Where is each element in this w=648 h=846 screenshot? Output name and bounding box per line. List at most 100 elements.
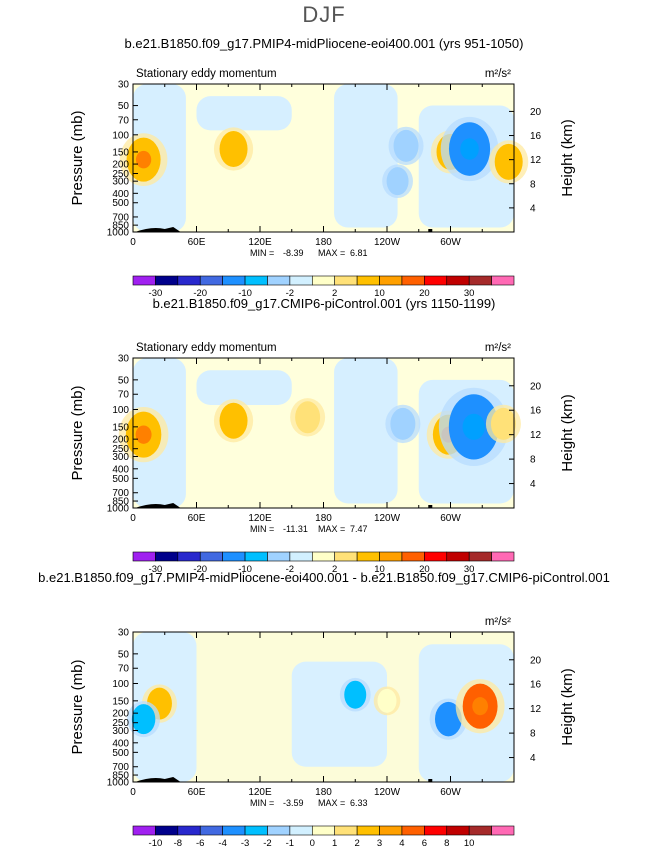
contour-feature [386, 167, 409, 196]
colorbar-label: 2 [332, 564, 337, 575]
colorbar-swatch [132, 551, 156, 562]
colorbar-label: -30 [149, 288, 163, 299]
pressure-tick-label: 700 [112, 212, 129, 223]
colorbar-swatch [177, 551, 201, 562]
pressure-tick-label: 300 [112, 726, 129, 737]
x-tick-label: 120E [248, 237, 272, 248]
colorbar-label: 2 [332, 288, 337, 299]
max-value: 6.33 [350, 798, 368, 808]
colorbar-swatch [222, 825, 246, 836]
max-label: MAX = [318, 798, 345, 808]
contour-feature [295, 401, 321, 434]
colorbar-swatch [379, 825, 403, 836]
x-tick-label: 0 [130, 787, 136, 798]
colorbar-swatch [244, 275, 268, 286]
colorbar-swatch [446, 825, 470, 836]
colorbar-label: -2 [286, 564, 294, 575]
colorbar-swatch [401, 275, 425, 286]
x-tick-label: 180 [315, 237, 332, 248]
colorbar-swatch [244, 825, 268, 836]
contour-feature-core [472, 697, 488, 716]
topography [428, 779, 433, 782]
pressure-tick-label: 850 [112, 771, 129, 782]
pressure-tick-label: 30 [118, 80, 130, 91]
pressure-tick-label: 50 [118, 375, 130, 386]
topography [135, 227, 181, 232]
panel-1: b.e21.B1850.f09_g17.PMIP4-midPliocene-eo… [69, 36, 576, 299]
pressure-tick-label: 30 [118, 354, 130, 365]
contour-feature-core [462, 413, 486, 440]
colorbar-swatch [267, 825, 291, 836]
colorbar-swatch [177, 825, 201, 836]
height-tick-label: 20 [530, 381, 542, 392]
x-tick-label: 60W [440, 237, 461, 248]
colorbar-swatch [401, 551, 425, 562]
min-value: -3.59 [283, 798, 304, 808]
height-tick-label: 16 [530, 680, 542, 691]
colorbar-swatch [356, 825, 380, 836]
colorbar-swatch [491, 551, 515, 562]
contour-feature [219, 402, 248, 439]
min-label: MIN = [250, 248, 274, 258]
colorbar-label: 3 [377, 838, 382, 846]
contour-feature [131, 704, 156, 735]
y-axis-label: Pressure (mb) [69, 659, 86, 754]
pressure-tick-label: 400 [112, 189, 129, 200]
height-tick-label: 4 [530, 203, 536, 214]
panel-title: b.e21.B1850.f09_g17.PMIP4-midPliocene-eo… [125, 36, 524, 51]
pressure-tick-label: 700 [112, 762, 129, 773]
colorbar-swatch [244, 551, 268, 562]
height-tick-label: 20 [530, 107, 542, 118]
colorbar-label: 0 [310, 838, 315, 846]
x-tick-label: 0 [130, 237, 136, 248]
colorbar-swatch [379, 275, 403, 286]
pressure-tick-label: 70 [118, 664, 130, 675]
x-tick-label: 60W [440, 513, 461, 524]
colorbar-swatch [199, 551, 223, 562]
pressure-tick-label: 50 [118, 649, 130, 660]
colorbar-swatch [446, 275, 470, 286]
pressure-tick-label: 70 [118, 115, 130, 126]
colorbar-label: -20 [193, 288, 207, 299]
negative-region [334, 84, 398, 228]
colorbar-swatch [334, 825, 358, 836]
pressure-tick-label: 150 [112, 422, 129, 433]
colorbar-swatch [356, 551, 380, 562]
min-label: MIN = [250, 524, 274, 534]
units-label: m²/s² [485, 616, 511, 628]
height-tick-label: 12 [530, 155, 542, 166]
colorbar-swatch [468, 275, 492, 286]
colorbar-swatch [468, 551, 492, 562]
colorbar-swatch [222, 551, 246, 562]
topography [135, 777, 181, 782]
colorbar-swatch [155, 275, 179, 286]
topography [428, 505, 433, 508]
colorbar-swatch [401, 825, 425, 836]
negative-region [196, 370, 292, 405]
colorbar-label: 20 [419, 288, 430, 299]
pressure-tick-label: 30 [118, 628, 130, 639]
colorbar-swatch [267, 275, 291, 286]
colorbar-label: 4 [399, 838, 404, 846]
y-axis-label: Pressure (mb) [69, 110, 86, 205]
contour-feature [377, 688, 397, 713]
pressure-tick-label: 300 [112, 177, 129, 188]
height-tick-label: 8 [530, 179, 536, 190]
colorbar-swatch [424, 551, 448, 562]
contour-feature-core [460, 138, 479, 160]
colorbar-swatch [155, 825, 179, 836]
colorbar-swatch [356, 275, 380, 286]
max-value: 6.81 [350, 248, 368, 258]
colorbar-label: -20 [193, 564, 207, 575]
pressure-tick-label: 1000 [107, 228, 130, 239]
pressure-tick-label: 70 [118, 390, 130, 401]
colorbar-swatch [155, 551, 179, 562]
panel-left-label: Stationary eddy momentum [136, 68, 277, 80]
panel-3: b.e21.B1850.f09_g17.PMIP4-midPliocene-eo… [38, 570, 610, 846]
height-tick-label: 8 [530, 729, 536, 740]
y-right-axis-label: Height (km) [559, 668, 576, 746]
colorbar-swatch [491, 825, 515, 836]
contour-feature [490, 407, 516, 440]
contour-feature [219, 131, 248, 168]
